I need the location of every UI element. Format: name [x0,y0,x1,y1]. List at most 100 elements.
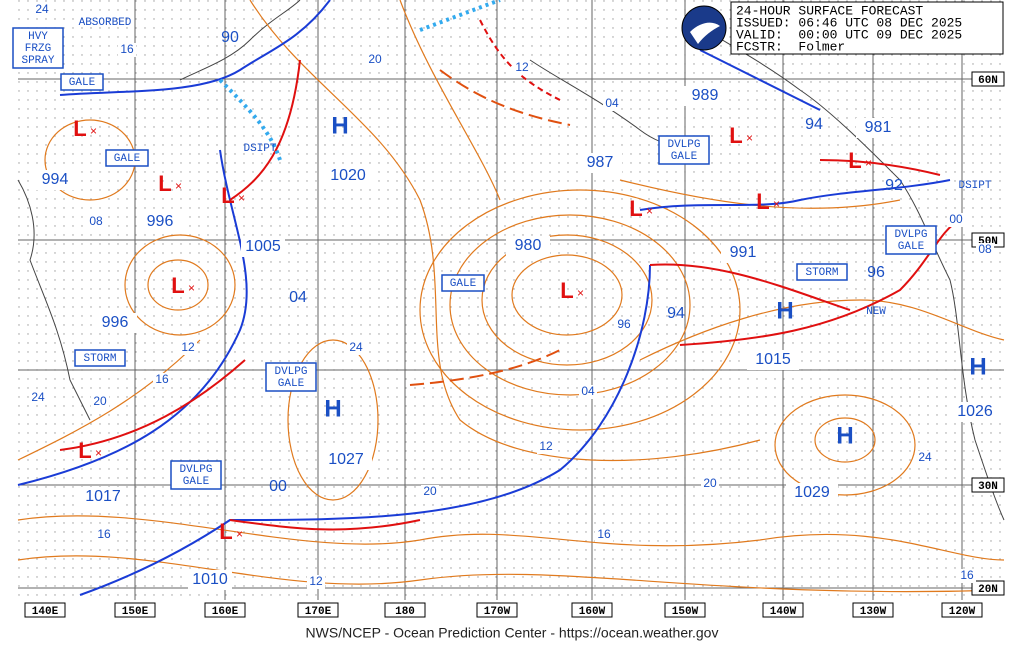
lat-label: 20N [978,584,998,596]
pressure-box [322,166,374,186]
header-line: FCSTR: Folmer [736,39,845,54]
lat-label-box [971,71,1005,87]
high-symbol: H [969,353,986,380]
low-pressure: 980 [515,237,542,254]
warning-text: DVLPG [894,229,927,241]
low-pressure: 1005 [245,238,281,255]
lat-label: 30N [978,481,998,493]
warning-text: DVLPG [667,139,700,151]
pressure-box [578,153,622,173]
lon-label-box [204,602,246,618]
low-symbol: L [158,171,171,196]
warning-text: GALE [898,241,925,253]
isobar-label: 12 [515,60,529,74]
pressure-box [241,237,285,257]
low-symbol: L [629,196,642,221]
warning-text: DVLPG [274,366,307,378]
isobar-label: 20 [703,476,717,490]
isobar-label-box [347,341,365,355]
low-pressure: 996 [102,314,129,331]
warning-box [12,27,64,69]
low-pressure: 996 [147,213,174,230]
warning-text: FRZG [25,43,51,55]
isobar-label: 16 [97,527,111,541]
annotation: DSIPT [958,180,991,192]
isobar-label: 96 [617,317,631,331]
pressure-box [506,236,550,256]
isobar-label-box [91,395,109,409]
high-pressure: 1020 [330,167,366,184]
isobar-label: 00 [949,212,963,226]
low-marker: × [188,281,195,295]
isobar-label: 12 [181,340,195,354]
warning-box [885,225,937,255]
isobar-label-box [947,213,965,227]
warning-text: DVLPG [179,464,212,476]
warning-text: HVY [28,31,48,43]
pressure-box [138,212,182,232]
isobar-label-box [29,391,47,405]
warning-box [265,362,317,392]
isobar-label: 20 [368,52,382,66]
low-pressure: 987 [587,154,614,171]
low-pressure: 989 [692,87,719,104]
low-marker: × [577,286,584,300]
lat-label-box [971,477,1005,493]
low-pressure: 981 [865,119,892,136]
warning-text: GALE [114,153,141,165]
low-marker: × [865,156,872,170]
low-pressure: 1017 [85,488,121,505]
warning-box [105,149,149,167]
high-pressure: 1029 [794,484,830,501]
lon-label: 180 [395,606,415,618]
lon-label: 160E [212,606,239,618]
fronts [17,0,961,596]
header-line: VALID: 00:00 UTC 09 DEC 2025 [736,27,962,42]
warning-box [60,73,104,91]
pressure-box [786,483,838,503]
pressure-box [747,350,799,370]
low-symbol: L [78,438,91,463]
pressure-label: 90 [221,29,239,46]
pressure-box [33,170,77,190]
low-marker: × [236,527,243,541]
pressure-label: 94 [667,305,685,322]
high-pressure: 1027 [328,451,364,468]
dot-grid [18,0,1004,600]
lon-label-box [762,602,804,618]
low-marker: × [773,197,780,211]
pressure-box [320,450,372,470]
pressure-label: 94 [805,116,823,133]
low-pressure: 991 [730,244,757,261]
lon-label: 170W [484,606,511,618]
warning-box [658,135,710,165]
low-pressure: 994 [42,171,69,188]
isobar-label-box [95,528,113,542]
isobar-label-box [976,243,994,257]
low-pressure: 1010 [192,571,228,588]
warning-text: GALE [671,151,698,163]
low-symbol: L [73,116,86,141]
lon-label: 150W [672,606,699,618]
isobar-label: 20 [93,394,107,408]
lon-label-box [852,602,894,618]
coastline [17,0,1005,521]
lon-label: 120W [949,606,976,618]
isobar-label: 24 [349,340,363,354]
warning-text: GALE [183,476,210,488]
low-marker: × [95,446,102,460]
warning-text: SPRAY [21,55,54,67]
isobar-label: 12 [309,574,323,588]
lon-label: 130W [860,606,887,618]
lon-label-box [941,602,983,618]
warning-box [74,349,126,367]
low-marker: × [646,204,653,218]
lon-label: 140E [32,606,59,618]
low-marker: × [238,191,245,205]
footer: NWS/NCEP - Ocean Prediction Center - htt… [306,625,719,641]
isobar-label: 20 [423,484,437,498]
isobar-label: 16 [960,568,974,582]
isobar-label-box [307,575,325,589]
pressure-box [949,402,1001,422]
warning-box [441,274,485,292]
